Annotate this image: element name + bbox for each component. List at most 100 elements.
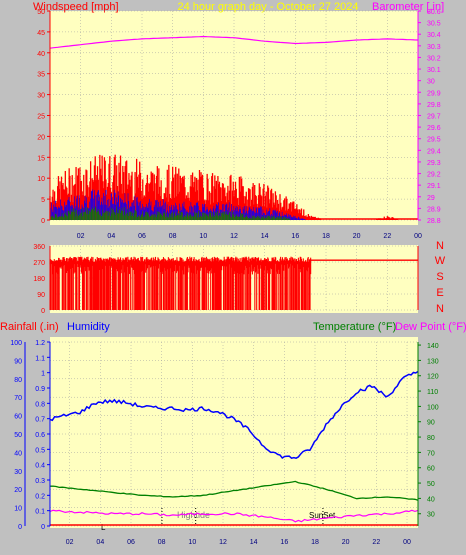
rain-tick-label: 1.2 [35, 340, 45, 347]
x-tick-label: 02 [77, 233, 85, 240]
compass-e: E [436, 287, 443, 299]
barometer-tick-label: 30.4 [427, 32, 441, 39]
rain-tick-label: 0.4 [35, 463, 45, 470]
x-tick-label: 12 [219, 539, 227, 546]
humidity-tick-label: 30 [14, 469, 22, 476]
x-tick-label: 08 [169, 233, 177, 240]
direction-tick-label: 90 [37, 292, 45, 299]
barometer-tick-label: 29.7 [427, 114, 441, 121]
rain-tick-label: 0.1 [35, 509, 45, 516]
temperature-label: Temperature (°F) [313, 321, 396, 333]
humidity-tick-label: 70 [14, 395, 22, 402]
temperature-tick-label: 130 [427, 358, 439, 365]
temperature-tick-label: 120 [427, 374, 439, 381]
x-tick-label: 14 [261, 233, 269, 240]
x-tick-label: 22 [383, 233, 391, 240]
x-tick-label: 18 [311, 539, 319, 546]
compass-n-bottom: N [436, 303, 444, 315]
humidity-tick-label: 90 [14, 358, 22, 365]
wind-tick-label: 25 [37, 114, 45, 121]
wind-tick-label: 35 [37, 72, 45, 79]
rain-tick-label: 1.1 [35, 355, 45, 362]
sunset-label: SunSet [309, 511, 336, 520]
wind-tick-label: 10 [37, 176, 45, 183]
temperature-tick-label: 60 [427, 466, 435, 473]
rain-tick-label: 0.5 [35, 447, 45, 454]
wind-tick-label: 40 [37, 51, 45, 58]
compass-w: W [435, 255, 446, 267]
barometer-tick-label: 29.5 [427, 137, 441, 144]
x-tick-label: 14 [250, 539, 258, 546]
x-tick-label: 10 [199, 233, 207, 240]
temperature-tick-label: 100 [427, 404, 439, 411]
humidity-tick-label: 10 [14, 506, 22, 513]
temperature-tick-label: 40 [427, 496, 435, 503]
rain-tick-label: 0 [41, 524, 45, 531]
wind-tick-label: 50 [37, 9, 45, 16]
direction-tick-label: 0 [41, 308, 45, 315]
barometer-tick-label: 30.1 [427, 67, 441, 74]
temperature-tick-label: 50 [427, 481, 435, 488]
x-tick-label: 16 [291, 233, 299, 240]
wind-tick-label: 15 [37, 155, 45, 162]
temperature-tick-label: 80 [427, 435, 435, 442]
barometer-tick-label: 29.8 [427, 102, 441, 109]
rain-tick-label: 0.7 [35, 417, 45, 424]
x-tick-label: 06 [138, 233, 146, 240]
x-tick-label: 04 [96, 539, 104, 546]
barometer-label: Barometer [.in] [372, 1, 444, 13]
compass-n-top: N [436, 240, 444, 252]
humidity-tick-label: 40 [14, 450, 22, 457]
x-tick-label: 18 [322, 233, 330, 240]
temperature-tick-label: 30 [427, 512, 435, 519]
x-tick-label: 20 [353, 233, 361, 240]
x-tick-label: 00 [414, 233, 422, 240]
x-tick-label: 22 [372, 539, 380, 546]
x-tick-label: 02 [66, 539, 74, 546]
x-tick-label: 00 [403, 539, 411, 546]
humidity-line [49, 370, 419, 460]
direction-tick-label: 270 [33, 260, 45, 267]
rain-tick-label: 0.6 [35, 432, 45, 439]
barometer-tick-label: 30.3 [427, 44, 441, 51]
humidity-tick-label: 0 [18, 524, 22, 531]
humidity-tick-label: 100 [10, 340, 22, 347]
temperature-tick-label: 140 [427, 343, 439, 350]
humidity-tick-label: 50 [14, 432, 22, 439]
direction-tick-label: 180 [33, 276, 45, 283]
x-tick-label: 12 [230, 233, 238, 240]
barometer-tick-label: 29.4 [427, 148, 441, 155]
dewpoint-line [49, 509, 419, 523]
direction-tick-label: 360 [33, 244, 45, 251]
humidity-tick-label: 20 [14, 487, 22, 494]
low-tide-mark: L [101, 523, 106, 532]
rain-tick-label: 0.3 [35, 478, 45, 485]
barometer-tick-label: 30.2 [427, 55, 441, 62]
barometer-line [49, 35, 419, 49]
barometer-tick-label: 30.6 [427, 9, 441, 16]
barometer-tick-label: 29.1 [427, 183, 441, 190]
compass-s: S [436, 271, 443, 283]
x-tick-label: 16 [280, 539, 288, 546]
x-tick-label: 20 [342, 539, 350, 546]
temperature-tick-label: 70 [427, 450, 435, 457]
windspeed-label: Windspeed [mph] [33, 1, 119, 13]
top-panel-bg [50, 11, 418, 225]
x-tick-label: 10 [188, 539, 196, 546]
wind-tick-label: 30 [37, 93, 45, 100]
humidity-tick-label: 80 [14, 377, 22, 384]
rain-tick-label: 0.2 [35, 493, 45, 500]
wind-tick-label: 20 [37, 134, 45, 141]
temperature-tick-label: 90 [427, 420, 435, 427]
x-tick-label: 04 [107, 233, 115, 240]
rain-tick-label: 1 [41, 371, 45, 378]
barometer-tick-label: 29 [427, 195, 435, 202]
wind-tick-label: 5 [41, 197, 45, 204]
x-tick-label: 08 [158, 539, 166, 546]
temperature-tick-label: 110 [427, 389, 438, 396]
graph-title: 24 hour graph day - October 27 2024 [177, 1, 358, 13]
barometer-tick-label: 29.3 [427, 160, 441, 167]
barometer-tick-label: 29.9 [427, 90, 441, 97]
rain-tick-label: 0.8 [35, 401, 45, 408]
